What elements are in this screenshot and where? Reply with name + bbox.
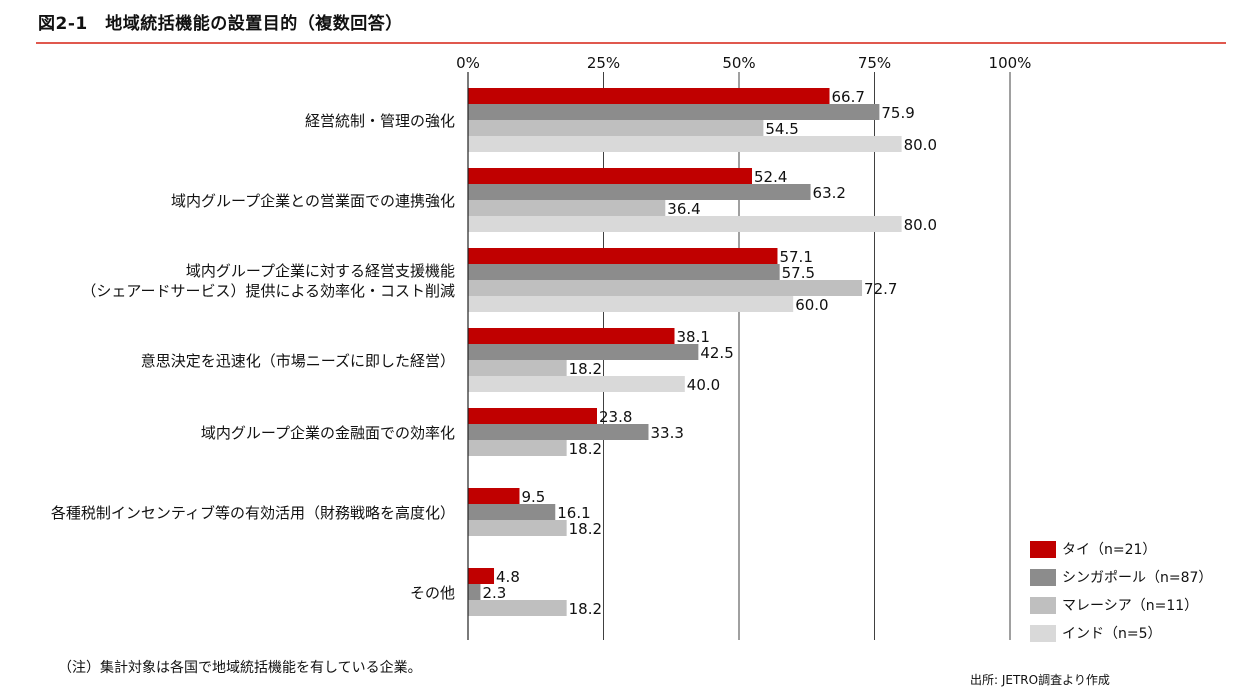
- x-tick-label: 100%: [989, 54, 1032, 72]
- data-label: 18.2: [569, 360, 602, 378]
- data-label: 66.7: [832, 88, 865, 106]
- category-label: 各種税制インセンティブ等の有効活用（財務戦略を高度化）: [51, 504, 455, 522]
- data-label: 33.3: [650, 424, 683, 442]
- data-label: 16.1: [557, 504, 590, 522]
- legend-label: インド（n=5）: [1062, 626, 1162, 642]
- legend-item: シンガポール（n=87）: [1030, 563, 1212, 591]
- legend-swatch: [1030, 624, 1056, 642]
- data-label: 18.2: [569, 600, 602, 618]
- bar: [468, 344, 699, 360]
- data-label: 23.8: [599, 408, 632, 426]
- source-note: 出所: JETRO調査より作成: [970, 673, 1110, 687]
- legend-item: インド（n=5）: [1030, 619, 1212, 647]
- data-label: 40.0: [687, 376, 720, 394]
- bar: [468, 520, 567, 536]
- bar: [468, 488, 520, 504]
- category-label: （シェアードサービス）提供による効率化・コスト削減: [81, 282, 455, 300]
- bar: [468, 200, 666, 216]
- bar: [468, 120, 764, 136]
- data-label: 9.5: [521, 488, 545, 506]
- data-label: 4.8: [496, 568, 520, 586]
- category-label: 域内グループ企業の金融面での効率化: [201, 424, 455, 442]
- x-tick-label: 0%: [456, 54, 480, 72]
- bar: [468, 504, 556, 520]
- bar: [468, 248, 778, 264]
- bar: [468, 584, 481, 600]
- legend-swatch: [1030, 596, 1056, 614]
- footnote: （注）集計対象は各国で地域統括機能を有している企業。: [58, 660, 422, 676]
- bar: [468, 184, 811, 200]
- bar: [468, 440, 567, 456]
- data-label: 80.0: [904, 136, 937, 154]
- bar: [468, 168, 753, 184]
- data-label: 18.2: [569, 520, 602, 538]
- data-label: 18.2: [569, 440, 602, 458]
- data-label: 57.1: [779, 248, 812, 266]
- bar: [468, 216, 902, 232]
- figure-title: 図2-1 地域統括機能の設置目的（複数回答）: [38, 14, 403, 34]
- data-label: 2.3: [482, 584, 506, 602]
- bar: [468, 264, 780, 280]
- data-label: 72.7: [864, 280, 897, 298]
- x-tick-label: 75%: [858, 54, 891, 72]
- legend-label: タイ（n=21）: [1062, 542, 1157, 558]
- bar: [468, 104, 880, 120]
- x-tick-label: 50%: [722, 54, 755, 72]
- bar: [468, 280, 863, 296]
- data-label: 52.4: [754, 168, 787, 186]
- data-label: 38.1: [677, 328, 710, 346]
- legend-item: マレーシア（n=11）: [1030, 591, 1212, 619]
- bar: [468, 600, 567, 616]
- bar: [468, 296, 794, 312]
- x-tick-label: 25%: [587, 54, 620, 72]
- bar: [468, 376, 685, 392]
- data-label: 54.5: [765, 120, 798, 138]
- bar: [468, 88, 830, 104]
- data-label: 57.5: [782, 264, 815, 282]
- data-label: 60.0: [795, 296, 828, 314]
- category-label: 意思決定を迅速化（市場ニーズに即した経営）: [141, 352, 455, 370]
- legend-swatch: [1030, 540, 1056, 558]
- bar: [468, 360, 567, 376]
- legend-item: タイ（n=21）: [1030, 535, 1212, 563]
- data-label: 80.0: [904, 216, 937, 234]
- data-label: 36.4: [667, 200, 700, 218]
- category-label: その他: [410, 584, 455, 602]
- title-divider: [36, 42, 1226, 44]
- category-label: 域内グループ企業との営業面での連携強化: [171, 192, 455, 210]
- category-label: 域内グループ企業に対する経営支援機能: [186, 262, 455, 280]
- legend-label: シンガポール（n=87）: [1062, 570, 1213, 586]
- legend: タイ（n=21） シンガポール（n=87） マレーシア（n=11） インド（n=5）: [1030, 535, 1212, 647]
- bar: [468, 424, 649, 440]
- data-label: 42.5: [700, 344, 733, 362]
- bar: [468, 136, 902, 152]
- bar: [468, 328, 675, 344]
- legend-label: マレーシア（n=11）: [1062, 598, 1199, 614]
- category-label: 経営統制・管理の強化: [305, 112, 455, 130]
- data-label: 75.9: [881, 104, 914, 122]
- legend-swatch: [1030, 568, 1056, 586]
- bar: [468, 408, 597, 424]
- data-label: 63.2: [813, 184, 846, 202]
- bar: [468, 568, 495, 584]
